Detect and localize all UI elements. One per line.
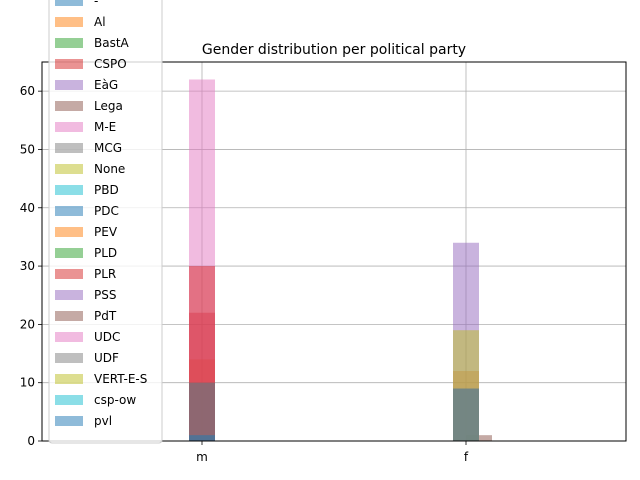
bar-UDF-f (453, 388, 479, 441)
legend-swatch (55, 185, 83, 195)
y-tick-label: 0 (27, 434, 35, 448)
legend-swatch (55, 206, 83, 216)
legend-label: csp-ow (94, 393, 136, 407)
legend-swatch (55, 38, 83, 48)
legend-swatch (55, 17, 83, 27)
chart-title: Gender distribution per political party (202, 42, 466, 58)
x-tick-label: m (196, 450, 208, 464)
legend-swatch (55, 269, 83, 279)
legend-label: None (94, 162, 125, 176)
plot-frame (41, 61, 627, 442)
legend-swatch (55, 416, 83, 426)
legend-swatch (55, 122, 83, 132)
legend-label: pvl (94, 414, 112, 428)
legend-label: EàG (94, 78, 118, 92)
legend-swatch (55, 59, 83, 69)
legend-swatch (55, 311, 83, 321)
legend-label: VERT-E-S (94, 372, 147, 386)
legend-swatch (55, 143, 83, 153)
y-tick-label: 50 (20, 142, 35, 156)
legend-label: PdT (94, 309, 117, 323)
bar-UDF-m (189, 382, 215, 441)
legend-label: Lega (94, 99, 123, 113)
y-tick-label: 30 (20, 259, 35, 273)
legend-label: CSPO (94, 57, 127, 71)
legend-label: PDC (94, 204, 119, 218)
y-tick-label: 10 (20, 376, 35, 390)
bar-pvl-m (189, 435, 215, 441)
legend-label: UDC (94, 330, 120, 344)
legend-label: BastA (94, 36, 130, 50)
legend-label: MCG (94, 141, 122, 155)
legend-swatch (55, 332, 83, 342)
legend-swatch (55, 101, 83, 111)
legend: - Al BastA CSPO EàG Lega M-E MCG None PBD PDC PEV PL… (48, 0, 163, 444)
bars (189, 79, 492, 441)
y-tick-label: 40 (20, 201, 35, 215)
legend-swatch (55, 164, 83, 174)
legend-swatch (55, 395, 83, 405)
y-tick-label: 20 (20, 317, 35, 331)
axes (41, 61, 627, 442)
legend-label: M-E (94, 120, 116, 134)
x-tick-label: f (464, 450, 469, 464)
legend-label: PLR (94, 267, 116, 281)
legend-swatch (55, 353, 83, 363)
legend-swatch (55, 248, 83, 258)
legend-label: PEV (94, 225, 118, 239)
legend-label: PSS (94, 288, 116, 302)
legend-swatch (55, 80, 83, 90)
y-axis-ticks: 0 10 20 30 40 50 60 (20, 84, 42, 448)
legend-swatch (55, 290, 83, 300)
legend-label: PBD (94, 183, 119, 197)
legend-label: - (94, 0, 98, 8)
legend-swatch (55, 374, 83, 384)
legend-swatch (55, 0, 83, 6)
legend-swatch (55, 227, 83, 237)
legend-label: Al (94, 15, 106, 29)
legend-label: UDF (94, 351, 119, 365)
y-tick-label: 60 (20, 84, 35, 98)
legend-label: PLD (94, 246, 117, 260)
